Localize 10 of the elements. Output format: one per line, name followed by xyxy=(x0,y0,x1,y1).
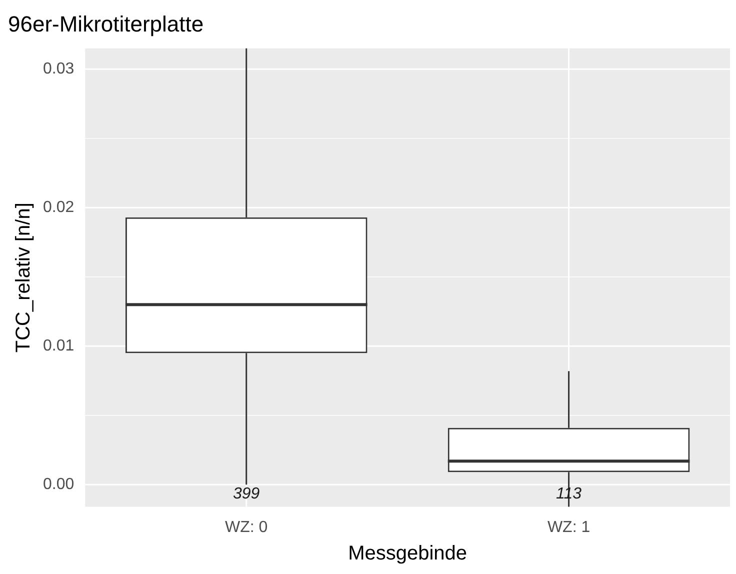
y-tick-label: 0.03 xyxy=(43,60,74,78)
y-tick-label: 0.00 xyxy=(43,476,74,494)
chart-title: 96er-Mikrotiterplatte xyxy=(8,11,204,36)
x-axis-title: Messgebinde xyxy=(348,542,468,565)
y-tick-label: 0.02 xyxy=(43,199,74,216)
x-tick-label: WZ: 0 xyxy=(225,518,268,536)
y-tick-label: 0.01 xyxy=(43,338,74,355)
y-axis-title: TCC_relativ [n/n] xyxy=(12,202,35,353)
x-tick-label: WZ: 1 xyxy=(547,518,590,536)
annotation: 399 xyxy=(233,485,260,502)
